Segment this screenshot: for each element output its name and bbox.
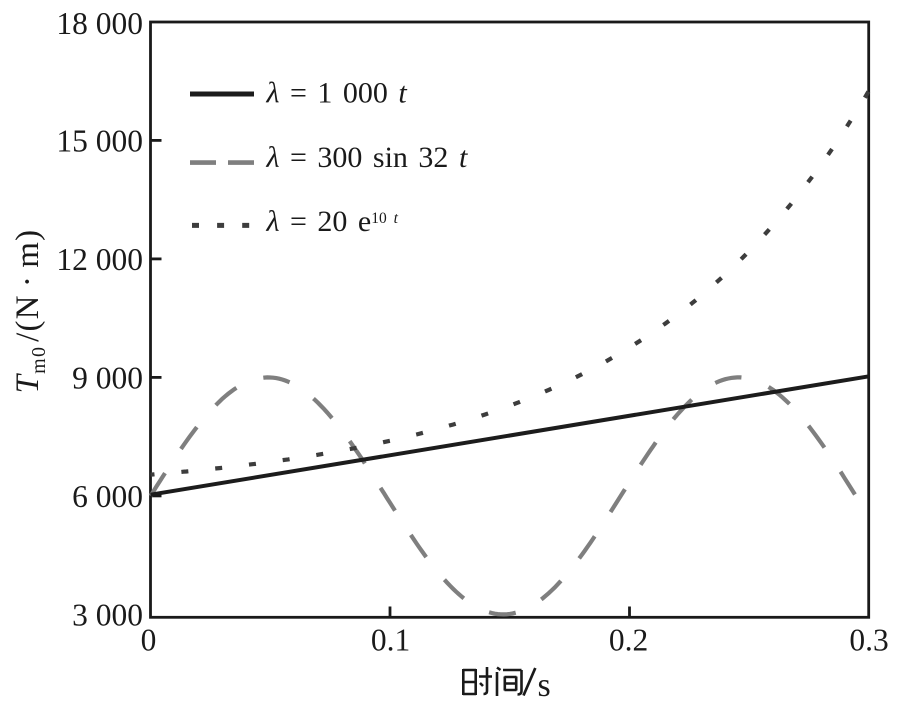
svg-text:λ = 1 000 t: λ = 1 000 t [266,77,408,110]
svg-text:12 000: 12 000 [56,242,143,277]
svg-text:s: s [538,667,551,704]
svg-text:Tm0 /(N · m): Tm0 /(N · m) [10,229,50,394]
svg-text:0.3: 0.3 [849,623,888,658]
svg-text:9 000: 9 000 [72,360,143,395]
svg-text:0.1: 0.1 [371,623,410,658]
svg-text:λ = 20 e10 t: λ = 20 e10 t [266,205,399,238]
svg-text:0.2: 0.2 [609,623,648,658]
svg-text:3 000: 3 000 [72,597,143,632]
svg-text:18 000: 18 000 [56,6,143,41]
svg-text:λ = 300 sin 32 t: λ = 300 sin 32 t [266,141,468,174]
svg-text:0: 0 [141,623,157,658]
svg-text:6 000: 6 000 [72,479,143,514]
svg-text:15 000: 15 000 [56,123,143,158]
